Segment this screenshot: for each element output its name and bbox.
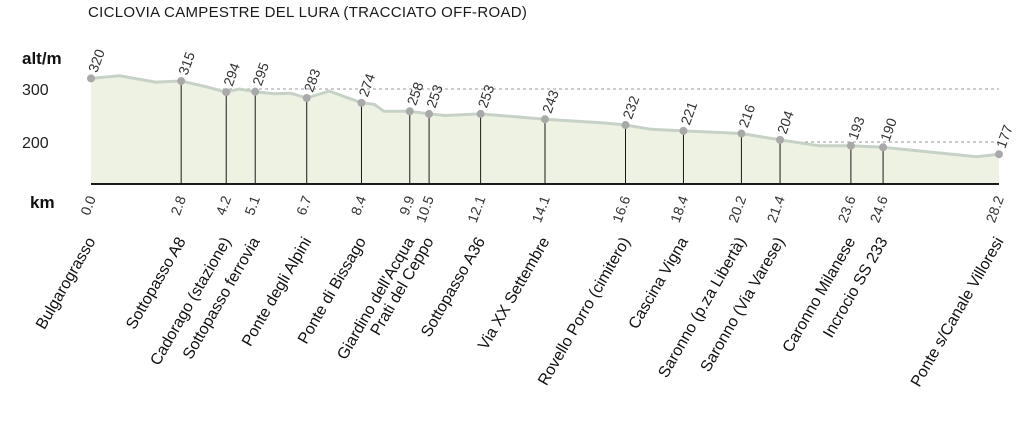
km-label-5: 8.4 <box>348 193 370 217</box>
altitude-label-15: 190 <box>877 116 900 144</box>
km-labels: 0.0 2.8 4.2 5.1 6.7 8.4 9.910.5 12.1 14.1 16.6 18.… <box>77 193 1007 224</box>
station-marker-1 <box>177 77 186 86</box>
station-marker-4 <box>302 94 311 103</box>
station-marker-15 <box>879 143 888 152</box>
y-tick-labels: 200 300 <box>22 82 49 152</box>
station-marker-0 <box>87 74 95 83</box>
km-label-14: 23.6 <box>834 193 858 224</box>
x-axis-label: km <box>30 193 55 212</box>
km-label-11: 18.4 <box>667 193 691 224</box>
altitude-label-4: 283 <box>301 66 324 94</box>
km-label-15: 24.6 <box>867 193 891 224</box>
km-label-7: 10.5 <box>413 193 437 224</box>
altitude-label-5: 274 <box>355 71 378 99</box>
altitude-label-6: 258 <box>404 80 427 108</box>
place-label-0: Bulgarograsso <box>33 234 99 332</box>
place-label-10: Rovello Porro (cimitero) <box>535 235 634 389</box>
altitude-label-7: 253 <box>423 82 446 110</box>
station-stems <box>180 81 884 184</box>
altitude-label-14: 193 <box>845 114 868 142</box>
station-marker-6 <box>405 107 414 116</box>
altitude-label-3: 295 <box>249 60 272 88</box>
altitude-label-10: 232 <box>619 93 642 121</box>
y-tick-300: 300 <box>22 82 49 99</box>
km-label-0: 0.0 <box>77 193 99 217</box>
station-marker-11 <box>679 126 688 135</box>
altitude-label-2: 294 <box>220 61 243 89</box>
km-label-4: 6.7 <box>293 193 315 217</box>
station-marker-3 <box>251 87 260 96</box>
place-label-11: Cascina Vigna <box>626 234 692 332</box>
km-label-16: 28.2 <box>982 193 1006 224</box>
km-label-12: 20.2 <box>725 193 749 224</box>
y-axis-label: alt/m <box>22 49 62 68</box>
station-marker-14 <box>846 141 855 150</box>
altitude-label-12: 216 <box>735 102 758 130</box>
station-marker-13 <box>776 135 785 144</box>
place-label-9: Via XX Settembre <box>475 234 553 352</box>
altitude-label-11: 221 <box>677 99 700 127</box>
station-marker-8 <box>476 109 485 118</box>
altitude-label-1: 315 <box>175 49 198 77</box>
km-label-10: 16.6 <box>609 193 633 224</box>
station-marker-12 <box>737 129 746 138</box>
y-tick-200: 200 <box>22 135 49 152</box>
station-marker-2 <box>222 88 231 97</box>
station-marker-5 <box>357 98 366 107</box>
place-label-16: Ponte s/Canale Villoresi <box>908 235 1008 390</box>
altitude-label-9: 243 <box>539 88 562 116</box>
station-marker-7 <box>425 109 434 118</box>
station-marker-9 <box>541 115 549 124</box>
km-label-9: 14.1 <box>528 193 552 224</box>
station-marker-10 <box>621 121 630 130</box>
altitude-label-8: 253 <box>474 82 497 110</box>
station-markers <box>87 74 1003 159</box>
km-label-8: 12.1 <box>464 193 488 224</box>
chart-title: CICLOVIA CAMPESTRE DEL LURA (TRACCIATO O… <box>88 4 527 21</box>
km-label-3: 5.1 <box>241 193 263 217</box>
km-label-1: 2.8 <box>167 193 189 217</box>
altitude-label-16: 177 <box>993 123 1016 151</box>
km-label-13: 21.4 <box>764 193 788 224</box>
altitude-label-0: 320 <box>85 47 108 75</box>
station-marker-16 <box>995 150 1003 159</box>
km-label-2: 4.2 <box>212 193 234 217</box>
km-label-6: 9.9 <box>396 193 418 217</box>
altitude-label-13: 204 <box>774 108 797 136</box>
